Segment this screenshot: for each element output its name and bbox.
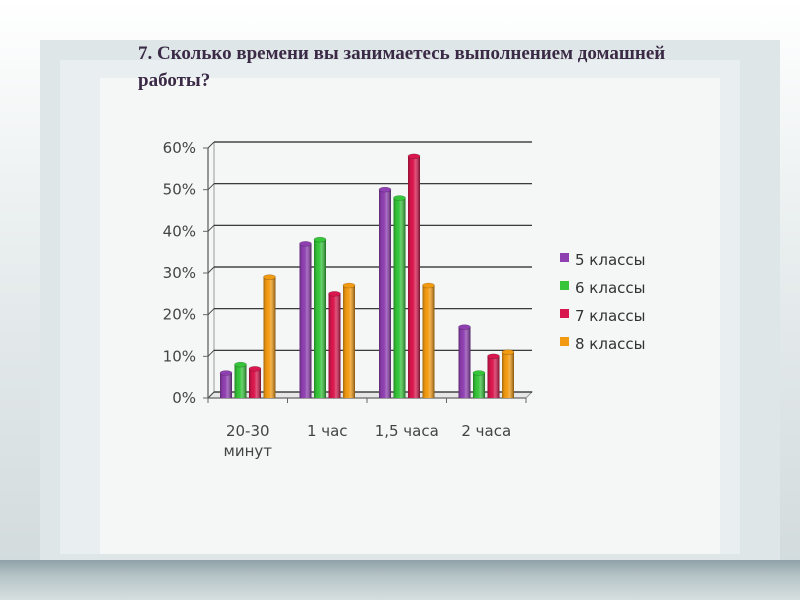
x-tick-label: 2 часа (461, 422, 511, 440)
legend-swatch (560, 309, 569, 318)
x-tick-label: 1,5 часа (375, 422, 439, 440)
bar (378, 186, 392, 398)
gridline-diag (207, 266, 215, 274)
y-tick-label: 0% (172, 389, 196, 407)
y-tick-label: 20% (163, 306, 196, 324)
bottom-band (0, 560, 800, 600)
slide-title: 7. Сколько времени вы занимаетесь выполн… (138, 43, 666, 91)
legend-swatch (560, 253, 569, 262)
legend-label: 8 классы (575, 335, 646, 353)
bar (487, 353, 500, 398)
gridline-diag (207, 183, 215, 191)
bar (263, 274, 276, 398)
gridline-diag (207, 308, 215, 316)
gridline-diag (207, 224, 215, 232)
bar (299, 241, 312, 398)
y-tick-label: 40% (163, 222, 196, 240)
bar (501, 349, 515, 398)
y-tick-label: 30% (163, 264, 196, 282)
bar (472, 370, 486, 398)
bar (219, 370, 233, 398)
bar (458, 324, 471, 398)
legend-swatch (560, 337, 569, 346)
bar (248, 366, 262, 398)
gridline-diag (207, 141, 215, 149)
legend-label: 6 классы (575, 279, 646, 297)
gridline-diag (207, 391, 215, 399)
gridline-diag (207, 349, 215, 357)
legend-label: 5 классы (575, 251, 646, 269)
y-tick-label: 60% (163, 139, 196, 157)
y-tick-label: 50% (163, 181, 196, 199)
y-tick-label: 10% (163, 347, 196, 365)
x-tick-label: 1 час (307, 422, 348, 440)
bar (342, 282, 356, 398)
x-tick-label: 20-30 минут (224, 422, 273, 460)
legend-label: 7 классы (575, 307, 646, 325)
bar (393, 195, 406, 398)
legend-swatch (560, 281, 569, 290)
bar (313, 236, 327, 398)
bar (422, 282, 435, 398)
bar (328, 291, 341, 398)
bar (234, 361, 247, 398)
bar (407, 153, 421, 398)
